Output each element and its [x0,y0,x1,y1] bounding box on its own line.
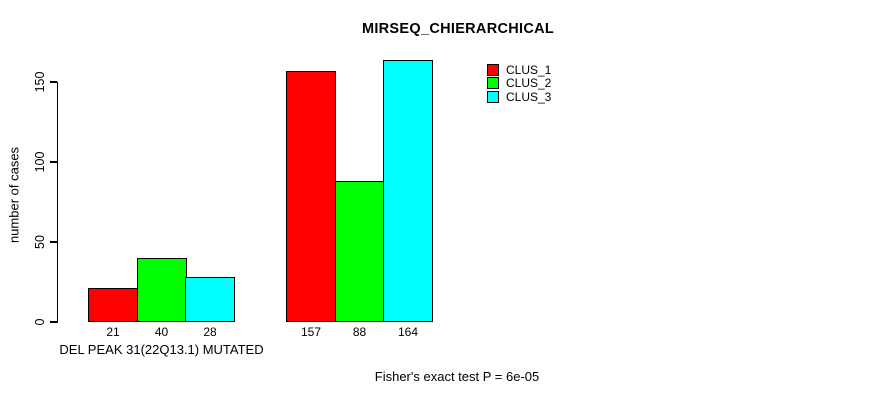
bar-clus_1-group2 [286,70,336,322]
legend-label: CLUS_3 [506,89,552,104]
group-label: DEL PEAK 31(22Q13.1) MUTATED [59,342,264,357]
y-axis-tick [50,321,57,323]
legend-label: CLUS_1 [506,62,552,77]
y-axis-label: number of cases [6,146,22,244]
y-axis-tick [50,241,57,243]
y-axis-tick [50,81,57,83]
bar-value-label: 157 [300,325,322,339]
legend: CLUS_1 CLUS_2 CLUS_3 [487,63,551,104]
bar-clus_3-group2 [383,59,433,322]
bar-value-label: 164 [397,325,419,339]
legend-row: CLUS_1 [487,63,551,77]
y-axis-tick-label: 150 [33,71,47,93]
y-axis-tick [50,161,57,163]
bar-value-label: 21 [106,325,120,339]
legend-label: CLUS_2 [506,76,552,91]
legend-swatch [487,90,499,103]
bar-value-label: 28 [203,325,217,339]
chart-title: MIRSEQ_CHIERARCHICAL [361,21,555,37]
legend-row: CLUS_2 [487,77,551,91]
bar-clus_2-group1 [136,258,187,322]
legend-swatch [487,63,499,76]
y-axis-tick-label: 100 [33,151,47,173]
bar-value-label: 40 [154,325,169,339]
y-axis-line [56,81,58,323]
y-axis-tick-label: 50 [33,235,47,249]
annotation-text: Fisher's exact test P = 6e-05 [374,369,540,384]
y-axis-tick-label: 0 [33,318,47,326]
bar-value-label: 88 [352,325,367,339]
bar-clus_1-group1 [88,288,138,322]
legend-swatch [487,77,499,90]
legend-row: CLUS_3 [487,90,551,104]
bar-clus_3-group1 [185,277,235,322]
bar-clus_2-group2 [334,181,385,322]
